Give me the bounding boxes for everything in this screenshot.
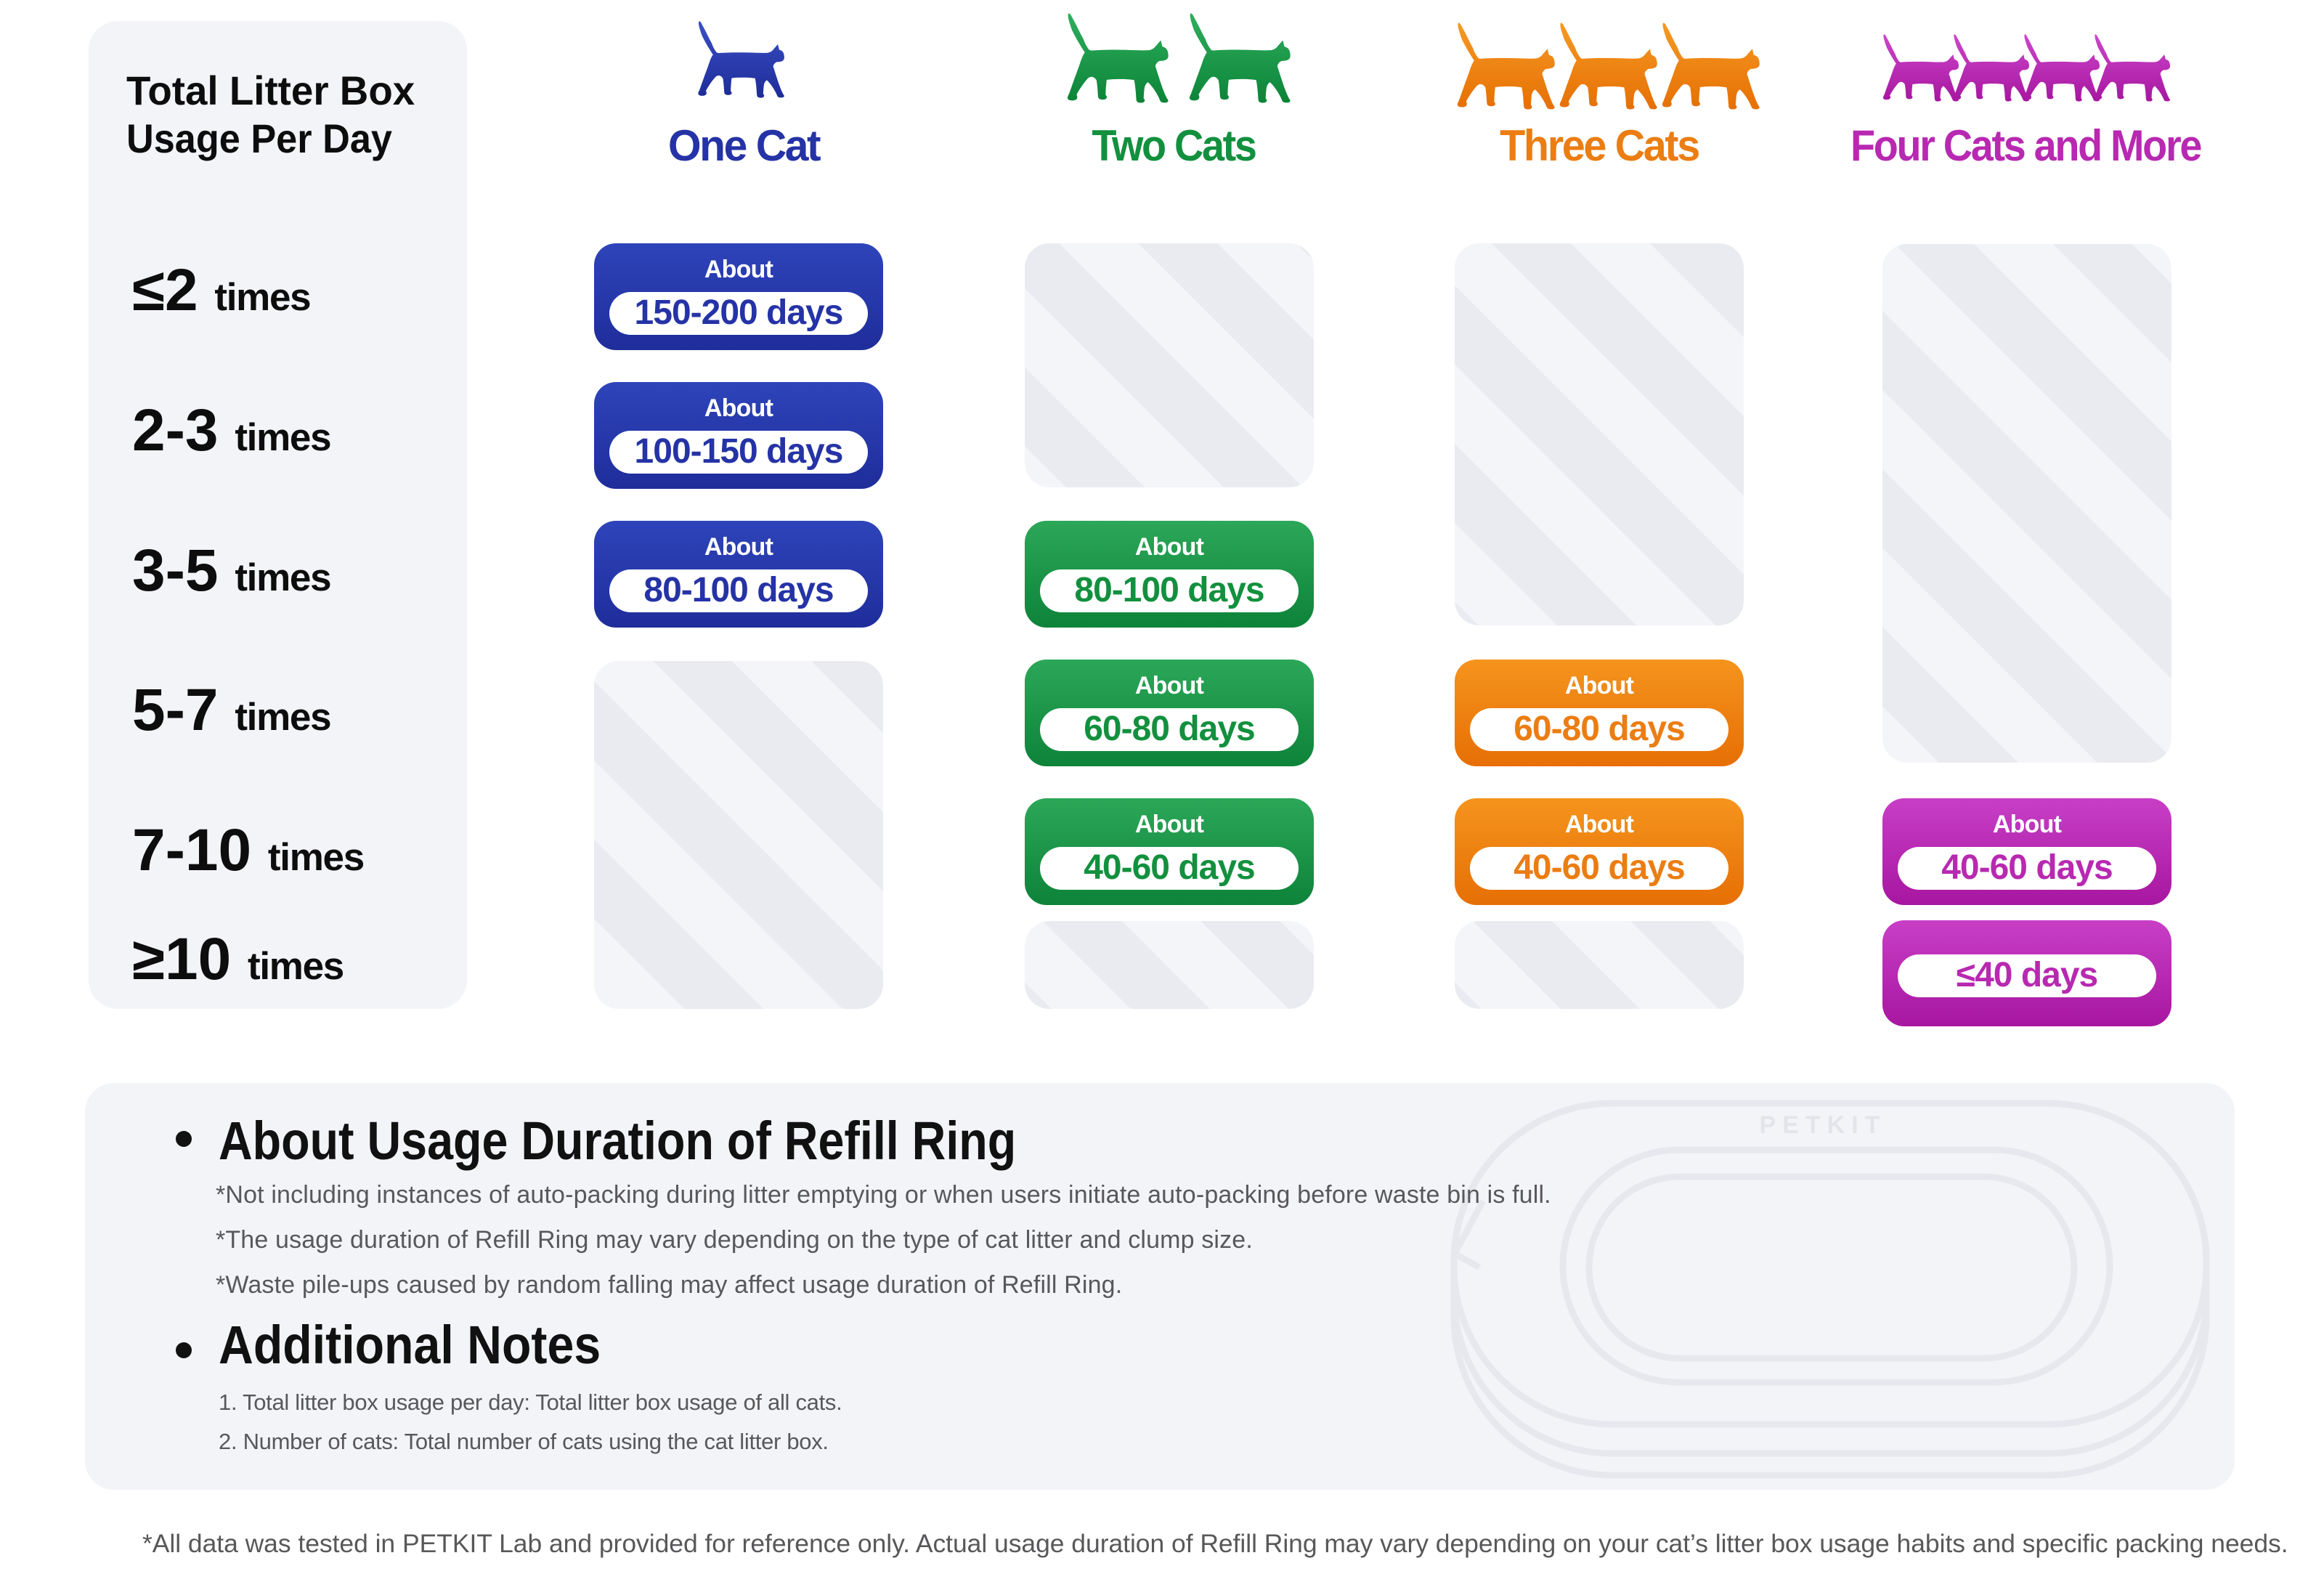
svg-text:PETKIT: PETKIT [1760, 1111, 1887, 1139]
